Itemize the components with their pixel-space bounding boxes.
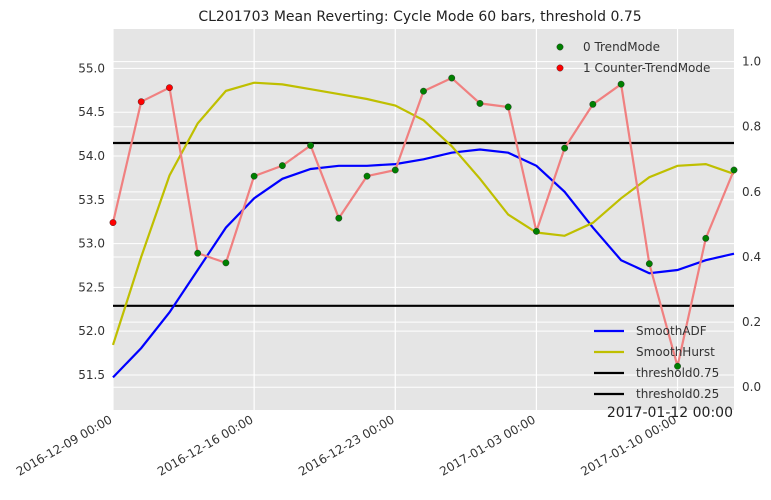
y-left-tick-1: 52.0 [78, 324, 105, 338]
price-point-3 [194, 249, 202, 257]
y-right-ticks: 0.0 0.2 0.4 0.6 0.8 1.0 [742, 55, 761, 395]
y-right-tick-0: 0.0 [742, 380, 761, 394]
price-point-18 [617, 80, 625, 88]
price-point-11 [420, 87, 427, 95]
y-left-tick-0: 51.5 [78, 368, 105, 382]
price-point-6 [278, 162, 286, 170]
y-right-tick-3: 0.6 [742, 185, 761, 199]
legend-marker-0 [556, 43, 564, 51]
y-left-tick-7: 55.0 [78, 61, 105, 75]
price-point-20 [674, 362, 681, 370]
price-point-19 [645, 260, 653, 268]
y-left-tick-2: 52.5 [78, 280, 105, 294]
legend-series-label-1: SmoothHurst [636, 345, 715, 359]
price-point-21 [702, 234, 710, 242]
legend-series-label-3: threshold0.25 [636, 387, 719, 401]
price-point-13 [476, 100, 484, 107]
legend-label-0: 0 TrendMode [583, 40, 660, 54]
y-right-tick-2: 0.4 [742, 250, 761, 264]
price-point-1 [137, 98, 145, 106]
y-left-tick-4: 53.5 [78, 193, 105, 207]
x-tick-1: 2016-12-16 00:00 [155, 412, 256, 478]
price-point-16 [561, 144, 569, 152]
price-point-17 [589, 100, 597, 108]
x-ticks: 2016-12-09 00:00 2016-12-16 00:00 2016-12-… [14, 412, 679, 478]
indicator-lines [111, 81, 735, 379]
legend-label-1: 1 Counter-TrendMode [583, 61, 710, 75]
price-point-7 [307, 142, 314, 149]
chart-title: CL201703 Mean Reverting: Cycle Mode 60 b… [198, 9, 641, 25]
y-right-tick-5: 1.0 [742, 55, 761, 69]
y-left-ticks: 51.5 52.0 52.5 53.0 53.5 54.0 54.5 55.0 [78, 61, 105, 382]
x-tick-0: 2016-12-09 00:00 [14, 412, 115, 478]
price-point-4 [222, 259, 230, 267]
price-point-5 [250, 172, 258, 180]
price-point-14 [504, 103, 512, 111]
price-point-9 [363, 172, 371, 180]
price-point-10 [391, 166, 399, 174]
y-right-tick-1: 0.2 [742, 315, 761, 329]
y-left-tick-6: 54.5 [78, 105, 105, 119]
y-left-tick-5: 54.0 [78, 149, 105, 163]
legend-bottom: SmoothADF SmoothHurst threshold0.75 thresho… [594, 324, 719, 401]
price-point-15 [533, 227, 540, 235]
legend-top: 0 TrendMode 1 Counter-TrendMode [556, 40, 710, 75]
price-point-0 [109, 219, 117, 226]
price-series [109, 74, 738, 370]
legend-series-label-0: SmoothADF [636, 324, 707, 338]
price-point-12 [448, 74, 456, 82]
price-point-2 [166, 84, 173, 92]
x-tick-4: 2017-01-10 00:00 [578, 412, 679, 478]
legend-marker-1 [556, 64, 564, 72]
y-left-tick-3: 53.0 [78, 237, 105, 251]
price-point-8 [335, 214, 343, 222]
x-tick-3: 2017-01-03 00:00 [437, 412, 538, 478]
series-line-SmoothHurst [111, 81, 735, 346]
y-right-tick-4: 0.8 [742, 120, 761, 134]
x-tick-2: 2016-12-23 00:00 [296, 412, 397, 478]
x-corner-label: 2017-01-12 00:00 [607, 405, 733, 421]
price-point-22 [730, 166, 738, 174]
series-line-SmoothADF [112, 148, 735, 379]
legend-series-label-2: threshold0.75 [636, 366, 719, 380]
